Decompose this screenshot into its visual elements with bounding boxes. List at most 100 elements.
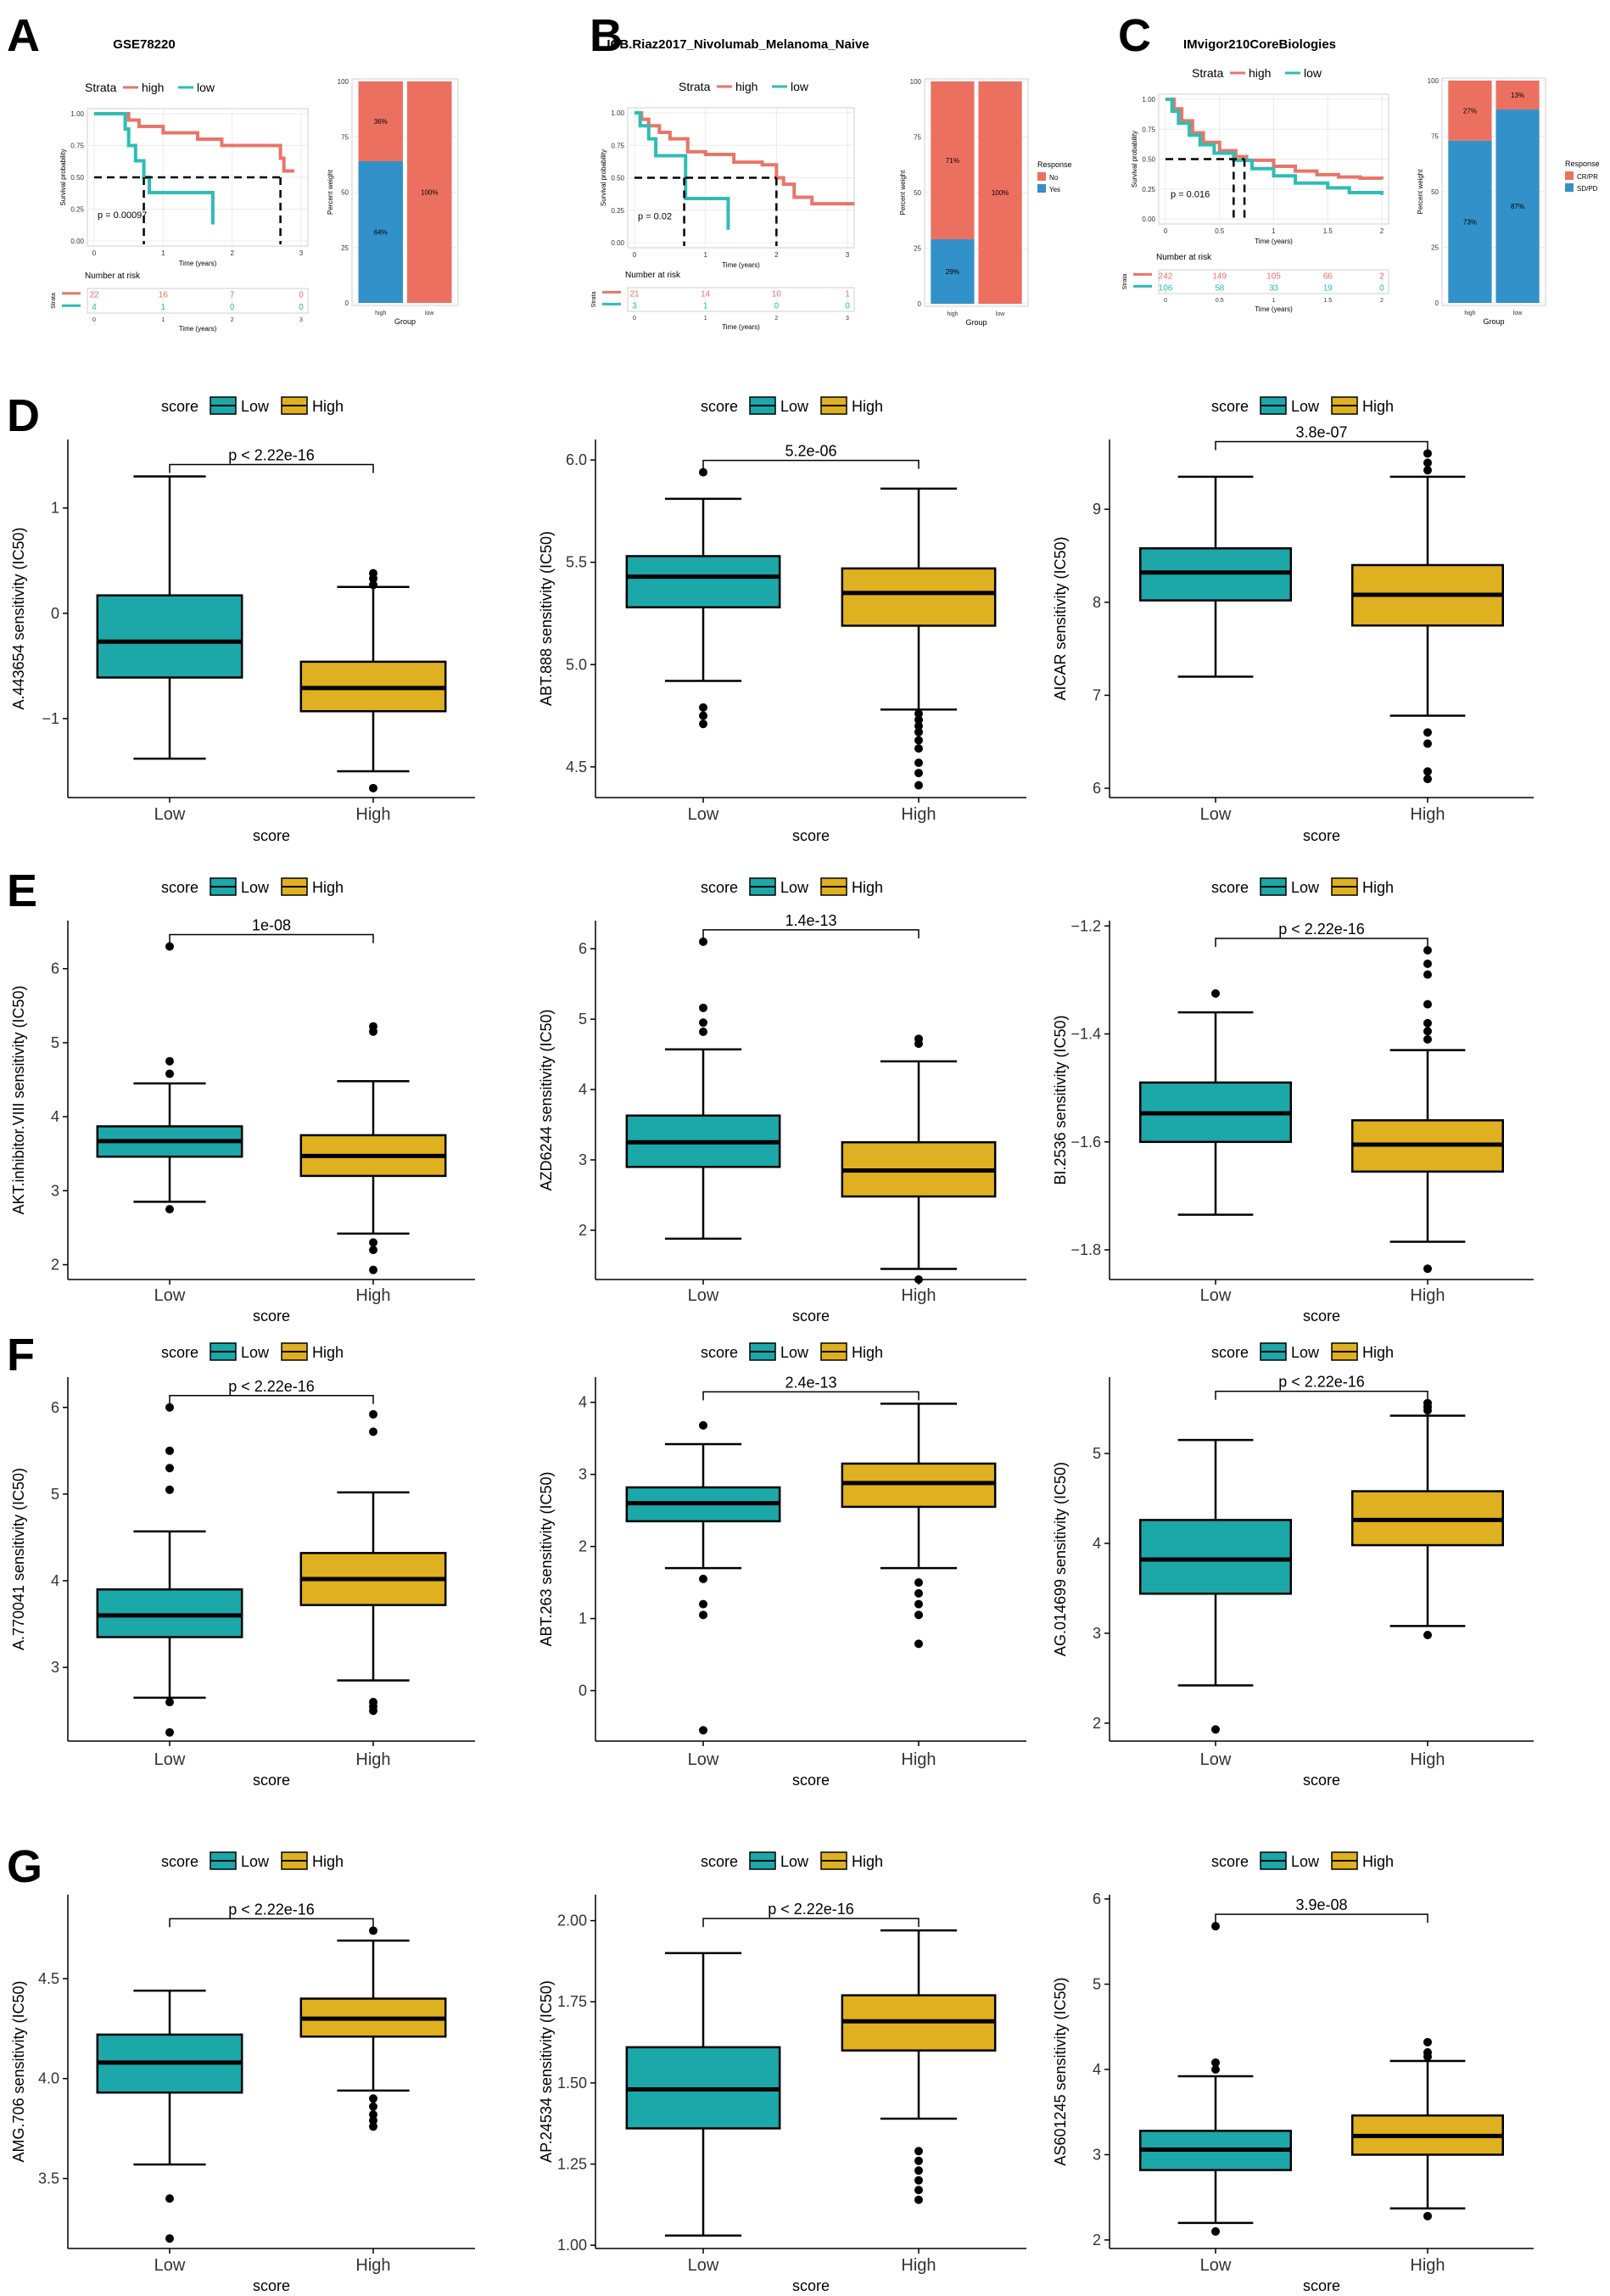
y-tick-label: −1.6	[1071, 1134, 1101, 1151]
bar-y-tick-label: 75	[1431, 133, 1439, 141]
bar-segment-top	[931, 81, 975, 240]
legend-low-label: Low	[241, 879, 270, 896]
outlier-point	[914, 2147, 923, 2156]
y-tick-label: −1.4	[1071, 1026, 1101, 1043]
km-x-tick-label: 2	[230, 249, 234, 257]
bar-segment-top	[1495, 81, 1540, 110]
legend-low-label: Low	[241, 398, 270, 415]
km-curve-high	[634, 111, 855, 206]
km-x-axis-label: Time (years)	[179, 260, 217, 267]
risk-high-count: 7	[230, 291, 235, 300]
outlier-point	[369, 1022, 377, 1031]
bar-y-axis-label: Percent weight	[1417, 169, 1424, 215]
bar-bottom-label: 73%	[1463, 218, 1477, 226]
significance-label: 1.4e-13	[785, 912, 836, 929]
bar-y-tick-label: 0	[345, 300, 349, 307]
outlier-point	[165, 1056, 174, 1066]
km-y-tick-label: 0.50	[611, 175, 624, 182]
x-tick-label: High	[1410, 1286, 1445, 1305]
x-axis-label: score	[253, 827, 290, 844]
y-tick-label: 6	[51, 960, 59, 977]
risk-x-tick-label: 1	[704, 316, 707, 322]
risk-table-title: Number at risk	[85, 272, 141, 281]
bar-x-axis-label: Group	[394, 317, 416, 326]
x-axis-label: score	[792, 1308, 830, 1324]
outlier-point	[1423, 1000, 1432, 1009]
risk-low-count: 3	[632, 301, 637, 311]
outlier-point	[369, 1409, 377, 1419]
y-tick-label: 3	[1093, 1625, 1101, 1642]
outlier-point	[1423, 1631, 1432, 1640]
legend-high-label: High	[312, 398, 344, 415]
outlier-point	[914, 721, 923, 731]
panel-letter: D	[7, 390, 40, 441]
response-legend-label-1: No	[1049, 174, 1059, 182]
km-x-tick-label: 2	[1380, 227, 1384, 235]
significance-label: 3.8e-07	[1295, 423, 1347, 440]
x-tick-label: High	[1410, 2256, 1445, 2275]
outlier-point	[699, 1003, 707, 1012]
bar-y-tick-label: 50	[914, 189, 921, 197]
outlier-point	[914, 1599, 923, 1609]
outlier-point	[914, 736, 923, 745]
significance-label: 5.2e-06	[785, 443, 836, 460]
y-tick-label: 1.75	[557, 1993, 587, 2010]
significance-bracket	[702, 929, 920, 938]
x-tick-label: Low	[1200, 1286, 1232, 1305]
y-tick-label: 5	[1093, 1445, 1101, 1462]
outlier-point	[1423, 2037, 1432, 2047]
legend-low-label: low	[1304, 66, 1322, 80]
bar-segment-top	[358, 81, 403, 161]
km-x-tick-label: 0	[92, 249, 97, 257]
y-tick-label: 8	[1093, 594, 1101, 611]
significance-bracket	[1215, 938, 1428, 947]
outlier-point	[699, 937, 707, 946]
bar-x-tick-label: high	[1464, 311, 1475, 316]
legend-title: Strata	[679, 80, 711, 93]
bar-segment-bottom	[358, 160, 403, 303]
x-tick-label: High	[355, 805, 390, 824]
km-y-axis-label: Survival probability	[59, 148, 67, 205]
y-tick-label: 0	[51, 605, 59, 622]
risk-low-count: 0	[230, 303, 235, 312]
risk-high-count: 21	[629, 289, 640, 299]
y-tick-label: 4	[579, 1081, 587, 1098]
legend-title: score	[161, 1853, 198, 1870]
risk-x-tick-label: 0	[1164, 298, 1167, 304]
boxplot-g-2: score Low High 1.00 1.25 1.50 1.75 2.00 AP.24534…	[538, 1851, 1026, 2294]
outlier-point	[1423, 1027, 1432, 1036]
bar-x-tick-label: low	[996, 311, 1005, 317]
risk-x-tick-label: 3	[299, 317, 303, 323]
risk-low-count: 0	[299, 303, 304, 312]
bar-segment-bottom	[1448, 140, 1492, 303]
legend-low-label: Low	[780, 1853, 809, 1870]
outlier-point	[699, 1574, 707, 1583]
risk-high-count: 66	[1323, 272, 1333, 281]
outlier-point	[914, 1639, 923, 1649]
y-tick-label: 4.0	[38, 2070, 59, 2087]
outlier-point	[1423, 2211, 1432, 2220]
km-curve-low	[94, 112, 215, 225]
y-tick-label: 6	[51, 1399, 59, 1416]
risk-high-count: 2	[1379, 272, 1384, 281]
y-tick-label: 6	[1093, 780, 1101, 797]
legend-title: score	[701, 1853, 738, 1870]
km-x-tick-label: 0	[633, 251, 637, 259]
x-axis-label: score	[1303, 827, 1340, 844]
outlier-point	[699, 720, 707, 729]
x-tick-label: Low	[154, 1750, 186, 1769]
y-tick-label: 1	[579, 1610, 587, 1627]
bar-x-tick-label: low	[425, 311, 434, 316]
panel-letter: A	[7, 10, 40, 61]
outlier-point	[914, 2176, 923, 2185]
x-axis-label: score	[792, 2277, 830, 2294]
box-high	[841, 1462, 997, 1509]
km-y-tick-label: 0.50	[1142, 156, 1155, 164]
box-high	[841, 567, 997, 627]
legend-title: score	[1211, 879, 1249, 896]
outlier-point	[1423, 739, 1432, 748]
outlier-point	[165, 1698, 174, 1707]
legend-high-label: High	[312, 879, 344, 896]
